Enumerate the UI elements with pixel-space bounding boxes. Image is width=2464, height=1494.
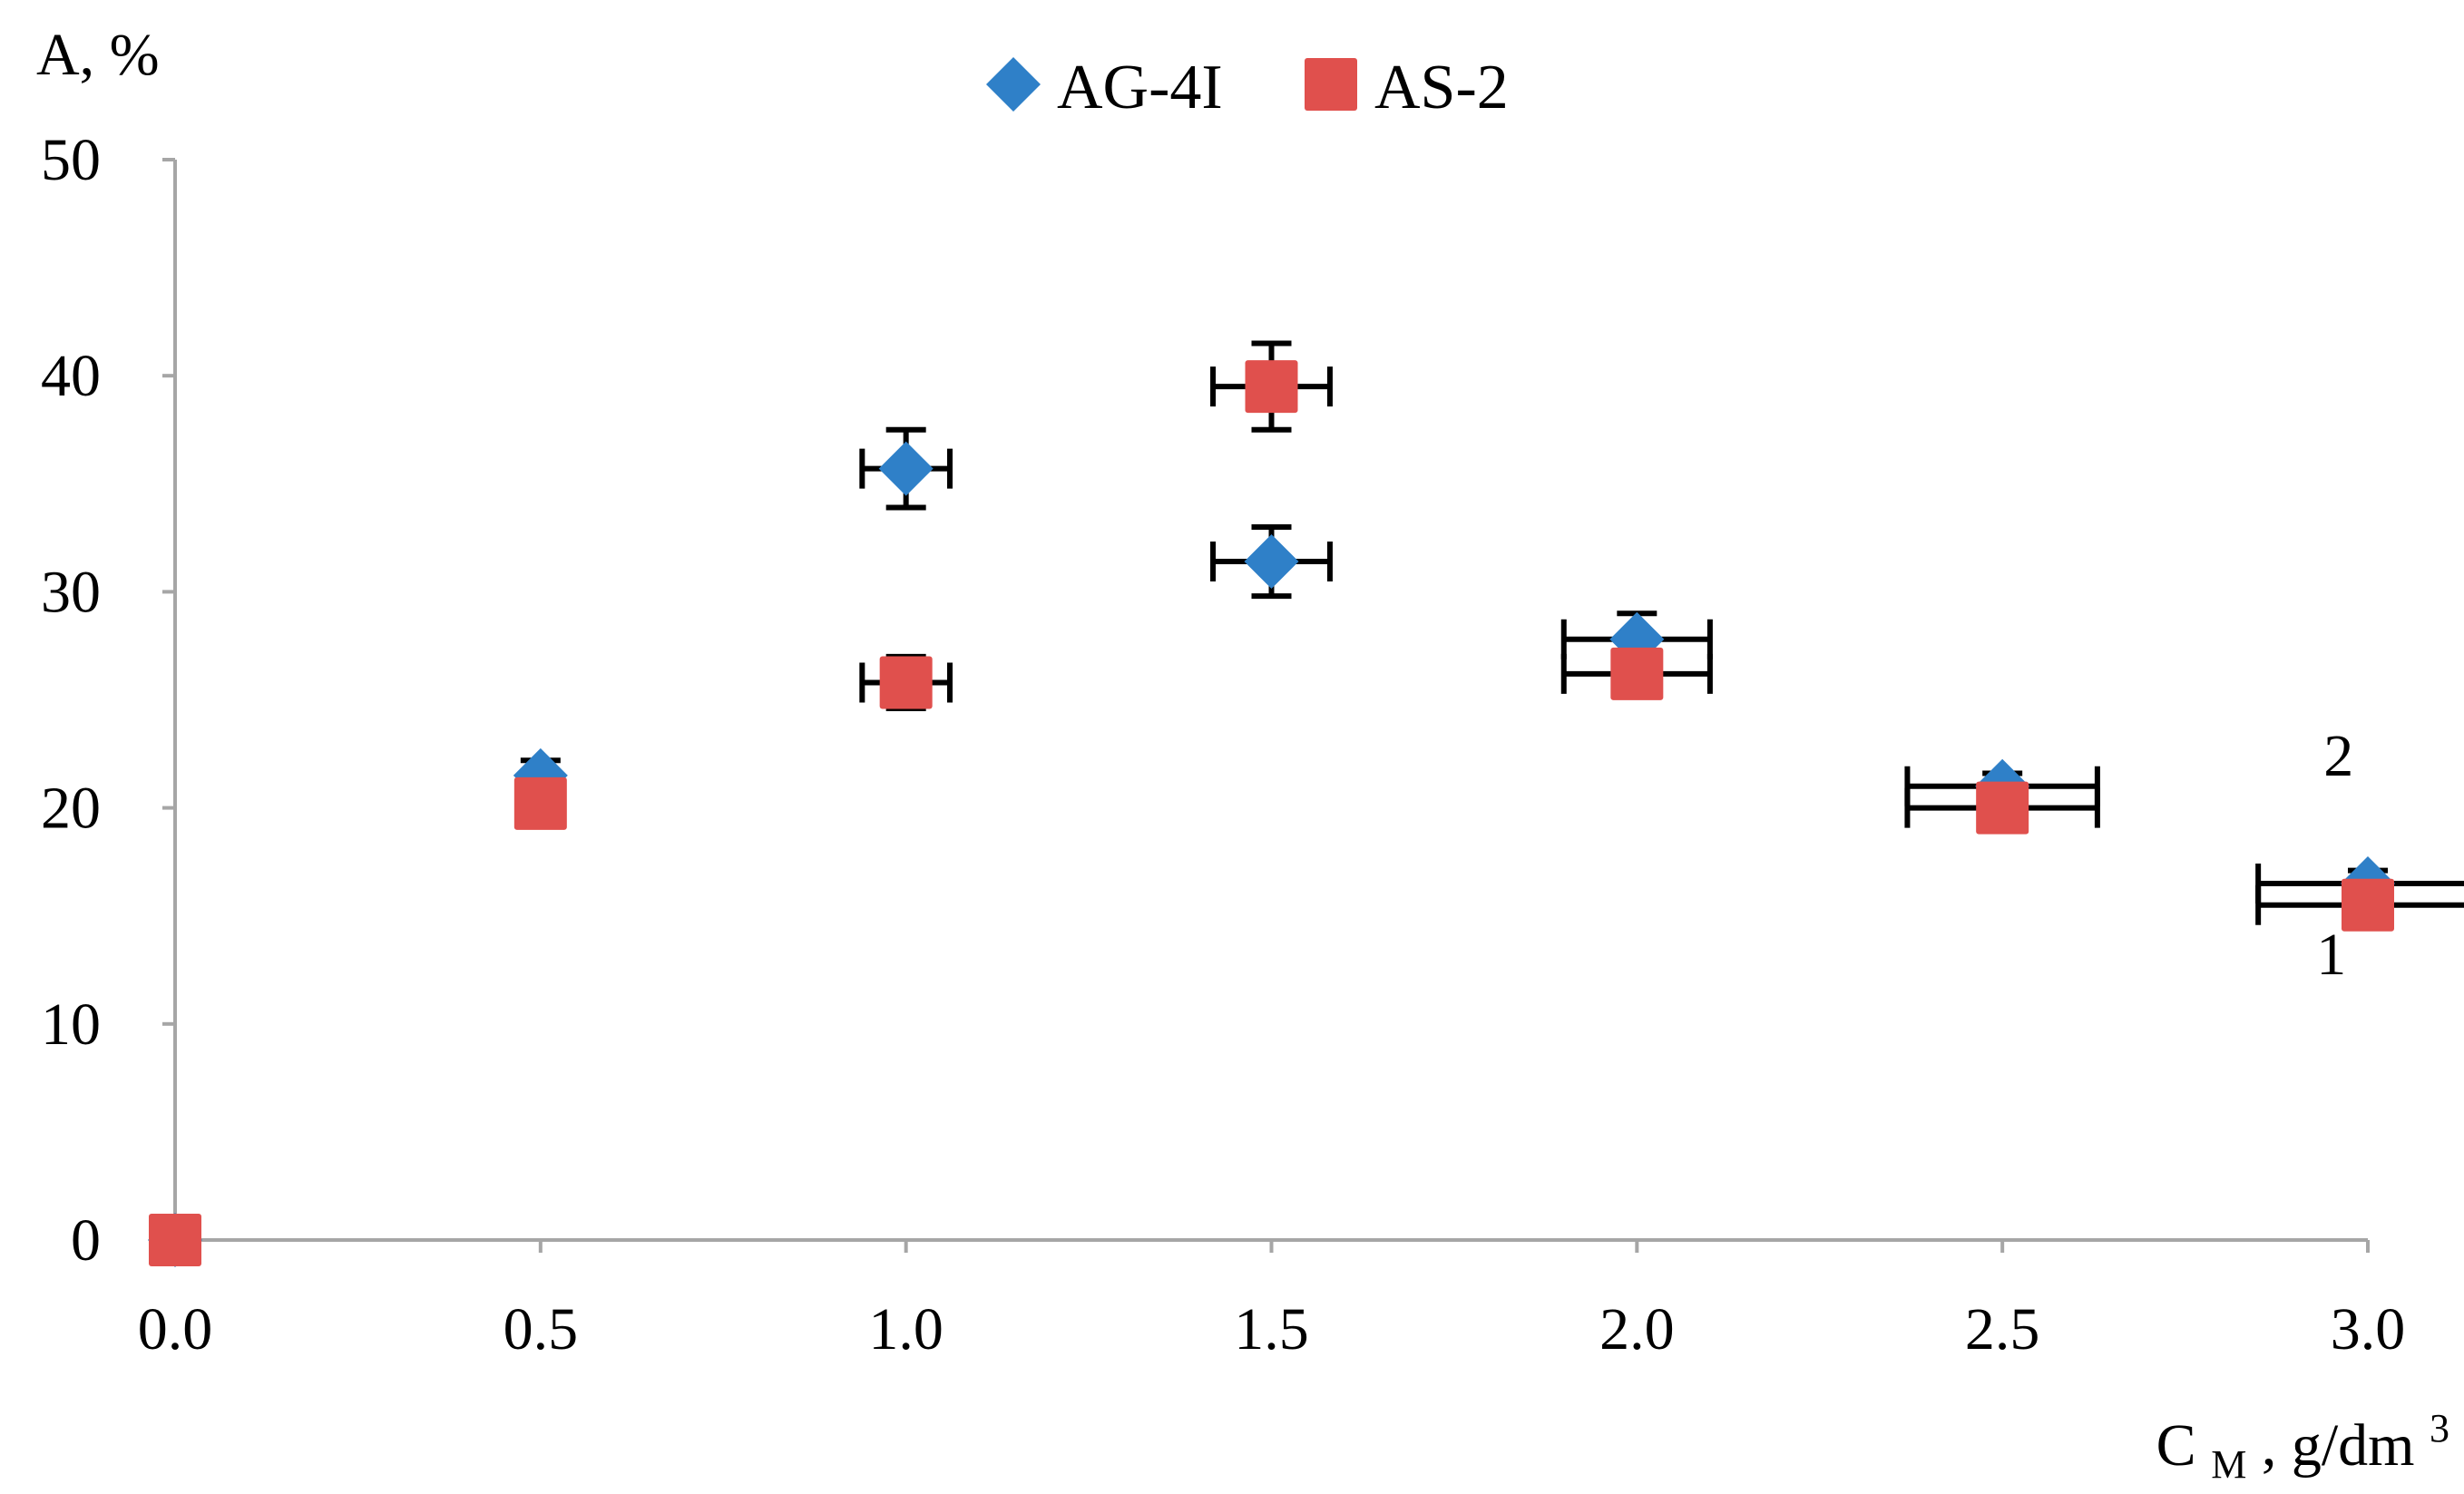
legend-label: AS-2 xyxy=(1374,53,1509,122)
series-diamond xyxy=(148,426,2464,1267)
y-tick-label: 40 xyxy=(41,343,101,409)
data-point-square xyxy=(1976,781,2029,835)
y-tick-label: 10 xyxy=(41,991,101,1058)
x-tick-label: 1.5 xyxy=(1234,1296,1309,1362)
legend: AG-4I AS-2 xyxy=(986,53,1509,122)
data-point-square xyxy=(1610,647,1664,700)
y-axis-title: A, % xyxy=(36,22,160,88)
curve-label: 2 xyxy=(2323,723,2353,789)
data-point-square xyxy=(879,656,933,709)
x-tick-label: 2.0 xyxy=(1599,1296,1675,1362)
x-tick-label: 1.0 xyxy=(868,1296,944,1362)
y-axis: 0 10 20 30 40 50 xyxy=(41,127,177,1274)
y-tick-label: 0 xyxy=(71,1207,101,1274)
data-point-square xyxy=(149,1214,201,1266)
y-tick-label: 30 xyxy=(41,559,101,625)
legend-label: AG-4I xyxy=(1057,53,1223,122)
data-point-diamond xyxy=(1244,534,1299,590)
data-point-square xyxy=(1245,360,1298,414)
x-axis-title-subscript: M xyxy=(2211,1442,2246,1487)
data-point-square xyxy=(2342,878,2394,932)
data-point-diamond xyxy=(878,441,934,496)
x-axis-title-superscript: 3 xyxy=(2430,1406,2449,1450)
y-tick-label: 20 xyxy=(41,776,101,842)
x-axis: 0.0 0.5 1.0 1.5 2.0 2.5 3.0 xyxy=(138,1238,2406,1362)
x-tick-label: 2.5 xyxy=(1965,1296,2040,1362)
plot-area xyxy=(148,340,2464,1267)
curve-label: 1 xyxy=(2316,922,2346,988)
legend-marker-square xyxy=(1305,58,1357,111)
data-point-square xyxy=(513,776,567,830)
x-tick-label: 3.0 xyxy=(2331,1296,2406,1362)
y-tick-group: 0 10 20 30 40 50 xyxy=(41,127,175,1274)
x-axis-title-unit: , g/dm xyxy=(2262,1412,2415,1479)
x-tick-group: 0.0 0.5 1.0 1.5 2.0 2.5 3.0 xyxy=(138,1240,2406,1362)
x-axis-title-main: C xyxy=(2156,1412,2196,1479)
legend-marker-diamond xyxy=(986,57,1041,112)
x-axis-title: C M , g/dm 3 xyxy=(2156,1406,2449,1491)
x-tick-label: 0.0 xyxy=(138,1296,213,1362)
curve-labels: 21 xyxy=(2316,723,2353,988)
x-tick-label: 0.5 xyxy=(504,1296,579,1362)
series-square xyxy=(149,340,2464,1266)
y-tick-label: 50 xyxy=(41,127,101,193)
